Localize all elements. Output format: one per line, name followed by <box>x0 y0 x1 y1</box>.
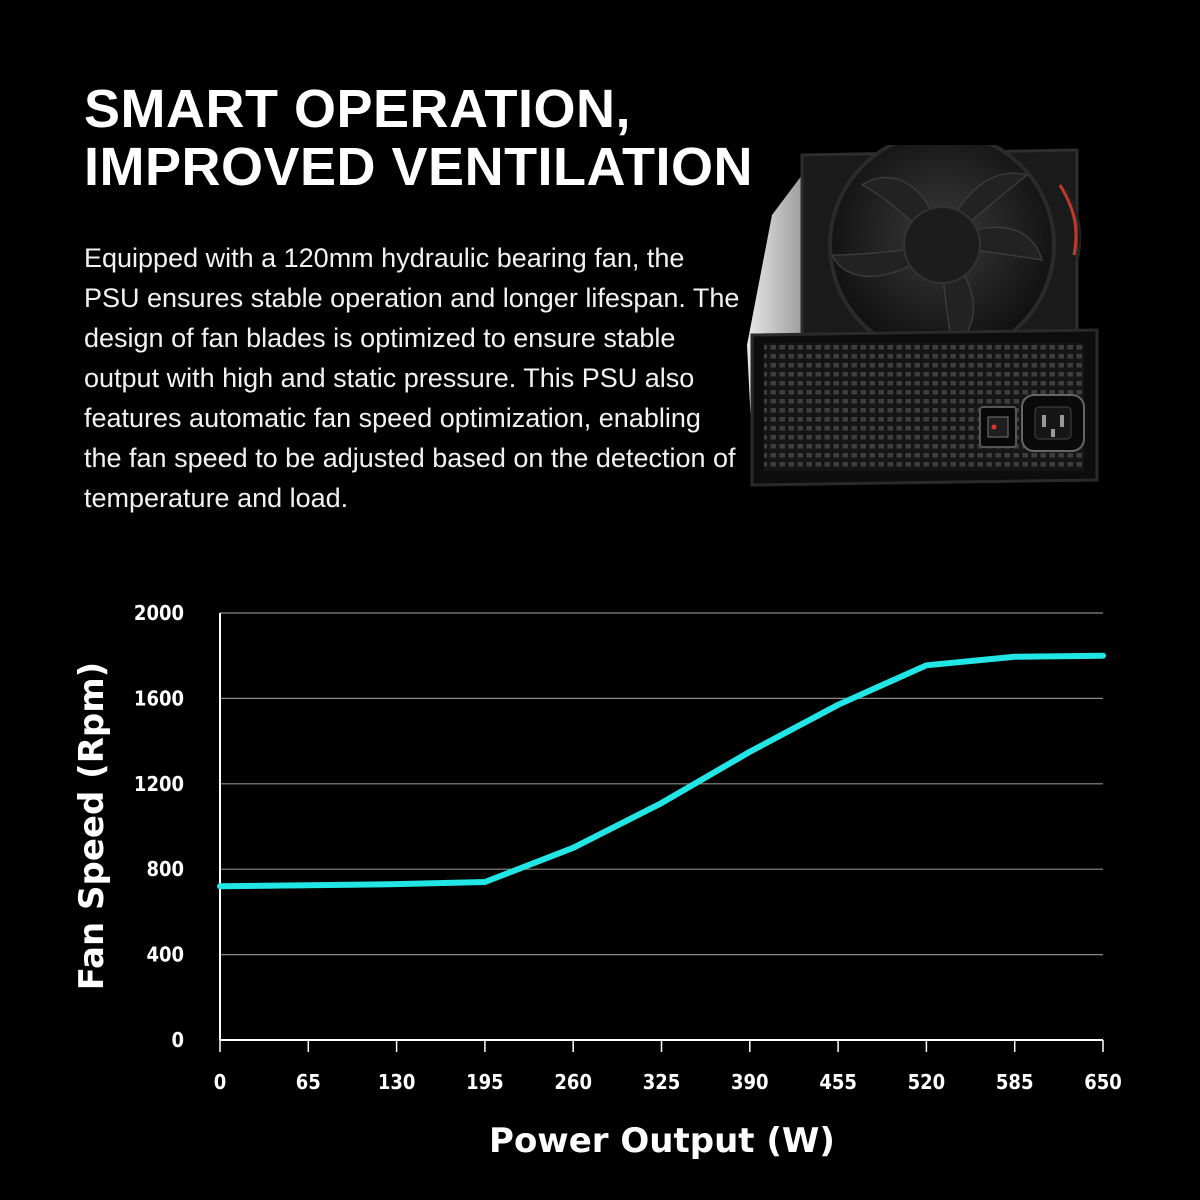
x-tick-label: 650 <box>1084 1070 1122 1094</box>
psu-with-fan-image <box>747 145 1099 487</box>
x-tick-label: 455 <box>819 1070 857 1094</box>
x-tick-label: 390 <box>731 1070 769 1094</box>
x-axis-tick-labels: 0 65 130 195 260 325 390 455 520 585 650 <box>214 1070 1122 1094</box>
headline-line-2: IMPROVED VENTILATION <box>84 137 754 198</box>
grid-lines <box>220 612 1103 1041</box>
fan-speed-series-line <box>217 652 1106 890</box>
x-tick-label: 585 <box>996 1070 1034 1094</box>
x-axis-title: Power Output (W) <box>489 1121 835 1161</box>
y-axis-tick-labels: 0 400 800 1200 1600 2000 <box>134 601 184 1052</box>
fan-speed-chart: 0 400 800 1200 1600 2000 0 65 130 195 260 325 390 45… <box>72 601 1122 1161</box>
y-axis-title: Fan Speed (Rpm) <box>72 662 112 990</box>
x-tick-label: 325 <box>643 1070 681 1094</box>
y-tick-label: 1600 <box>134 686 184 710</box>
x-axis-ticks <box>219 1040 1104 1052</box>
headline-line-1: SMART OPERATION, <box>84 79 631 139</box>
y-tick-label: 800 <box>146 857 184 881</box>
x-tick-label: 260 <box>554 1070 592 1094</box>
x-tick-label: 0 <box>214 1070 227 1094</box>
y-tick-label: 400 <box>146 943 184 967</box>
x-tick-label: 520 <box>908 1070 946 1094</box>
y-tick-label: 0 <box>171 1028 184 1052</box>
y-tick-label: 1200 <box>134 772 184 796</box>
description-text: Equipped with a 120mm hydraulic bearing … <box>84 243 740 513</box>
y-tick-label: 2000 <box>134 601 184 625</box>
headline: SMART OPERATION, IMPROVED VENTILATION <box>84 80 753 197</box>
x-tick-label: 195 <box>466 1070 504 1094</box>
x-tick-label: 65 <box>296 1070 321 1094</box>
x-tick-label: 130 <box>378 1070 416 1094</box>
